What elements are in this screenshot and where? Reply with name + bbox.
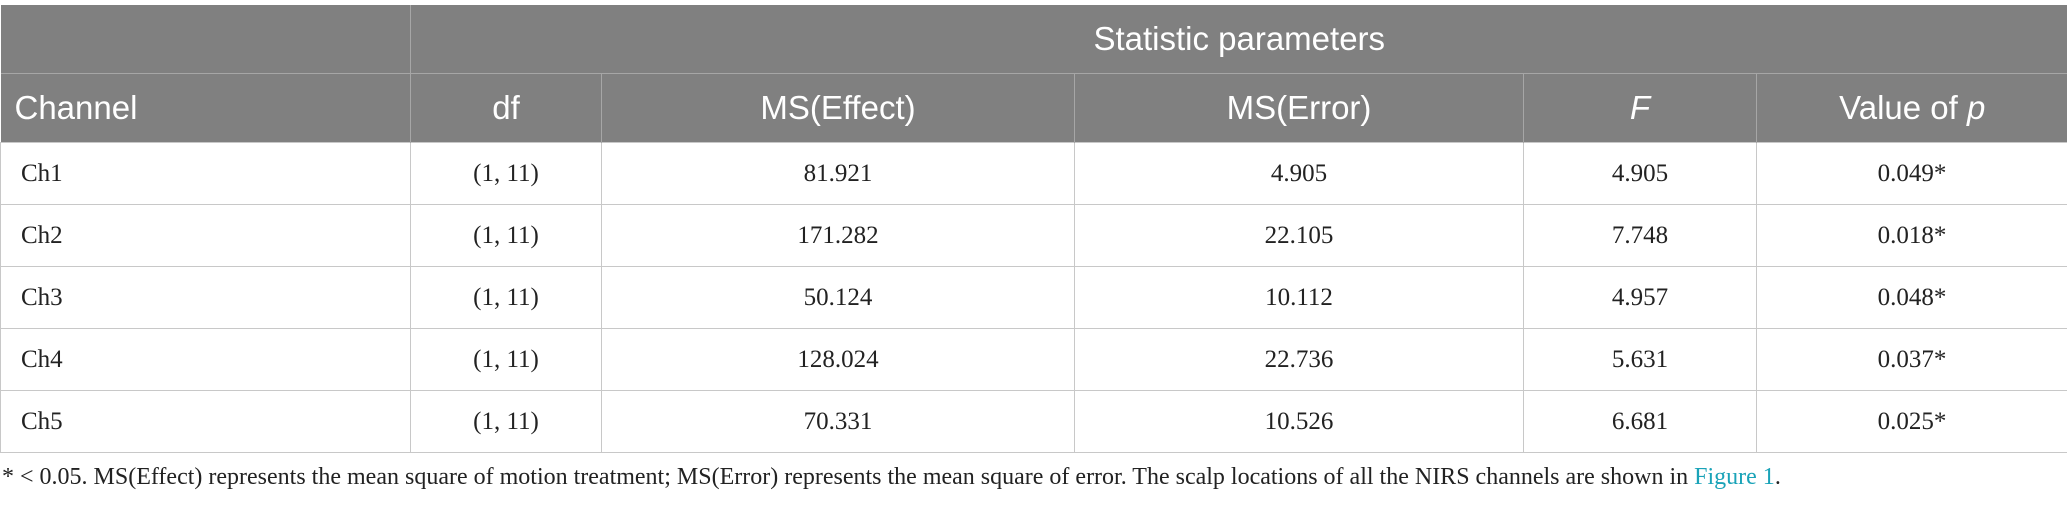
table-cell: 0.018* [1756,204,2067,267]
table-cell: 4.905 [1074,142,1524,205]
group-header: Statistic parameters [410,5,2067,74]
table-cell: Ch5 [0,390,411,453]
figure-link[interactable]: Figure 1 [1694,464,1775,490]
table-cell: (1, 11) [410,204,602,267]
table-cell: 4.957 [1523,266,1757,329]
table-cell: 70.331 [601,390,1075,453]
table-cell: 0.025* [1756,390,2067,453]
footnote-text: * < 0.05. MS(Effect) represents the mean… [2,464,1689,490]
table-cell: 6.681 [1523,390,1757,453]
table-cell: Ch4 [0,328,411,391]
table-cell: 4.905 [1523,142,1757,205]
table-body: Ch1 (1, 11) 81.921 4.905 4.905 0.049* Ch2 (1, 1… [0,142,2067,453]
column-header: df [410,73,602,143]
table-cell: 0.037* [1756,328,2067,391]
table-cell: 22.105 [1074,204,1524,267]
header-symbol: p [1966,89,1986,126]
table-cell: 7.748 [1523,204,1757,267]
footnote: * < 0.05. MS(Effect) represents the mean… [2,464,1781,491]
table-cell: 0.048* [1756,266,2067,329]
table-cell: Ch3 [0,266,411,329]
table-row: Ch1 (1, 11) 81.921 4.905 4.905 0.049* [0,142,2067,205]
header-text: Value of [1839,89,1958,126]
table-cell: (1, 11) [410,328,602,391]
table-cell: 0.049* [1756,142,2067,205]
table-row: Ch3 (1, 11) 50.124 10.112 4.957 0.048* [0,266,2067,329]
data-table: Statistic parameters Channel df MS(Effec… [0,5,2067,453]
column-header: Channel [0,73,411,143]
table-cell: 5.631 [1523,328,1757,391]
table-cell: 50.124 [601,266,1075,329]
table-cell: 81.921 [601,142,1075,205]
group-header-row: Statistic parameters [0,5,2067,74]
column-header-row: Channel df MS(Effect) MS(Error) F Value … [0,73,2067,143]
table-cell: 10.526 [1074,390,1524,453]
table-cell: Ch2 [0,204,411,267]
table-cell: (1, 11) [410,266,602,329]
table-row: Ch4 (1, 11) 128.024 22.736 5.631 0.037* [0,328,2067,391]
table-cell: Ch1 [0,142,411,205]
table-row: Ch2 (1, 11) 171.282 22.105 7.748 0.018* [0,204,2067,267]
table-cell: 22.736 [1074,328,1524,391]
column-header: MS(Effect) [601,73,1075,143]
table-cell: 128.024 [601,328,1075,391]
header-cell [0,5,411,74]
table-cell: 10.112 [1074,266,1524,329]
column-header: Value of p [1756,73,2067,143]
table-cell: 171.282 [601,204,1075,267]
footnote-end: . [1774,464,1781,490]
table-cell: (1, 11) [410,390,602,453]
column-header: F [1523,73,1757,143]
column-header: MS(Error) [1074,73,1524,143]
table-row: Ch5 (1, 11) 70.331 10.526 6.681 0.025* [0,390,2067,453]
table-cell: (1, 11) [410,142,602,205]
